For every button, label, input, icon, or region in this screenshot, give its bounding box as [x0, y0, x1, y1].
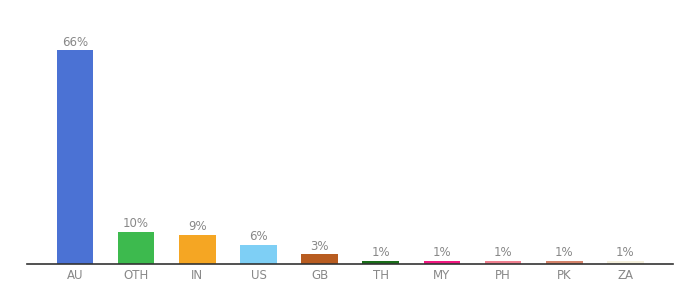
Text: 1%: 1% — [555, 246, 574, 259]
Bar — [546, 261, 583, 264]
Text: 1%: 1% — [494, 246, 513, 259]
Bar — [607, 261, 644, 264]
Bar — [179, 235, 216, 264]
Text: 6%: 6% — [249, 230, 268, 243]
Text: 9%: 9% — [188, 220, 207, 233]
Bar — [301, 254, 338, 264]
Bar — [362, 261, 399, 264]
Text: 66%: 66% — [62, 35, 88, 49]
Text: 10%: 10% — [123, 217, 149, 230]
Text: 3%: 3% — [310, 240, 329, 253]
Bar — [485, 261, 522, 264]
Text: 1%: 1% — [432, 246, 452, 259]
Text: 1%: 1% — [371, 246, 390, 259]
Text: 1%: 1% — [616, 246, 635, 259]
Bar — [240, 244, 277, 264]
Bar — [56, 50, 93, 264]
Bar — [424, 261, 460, 264]
Bar — [118, 232, 154, 264]
